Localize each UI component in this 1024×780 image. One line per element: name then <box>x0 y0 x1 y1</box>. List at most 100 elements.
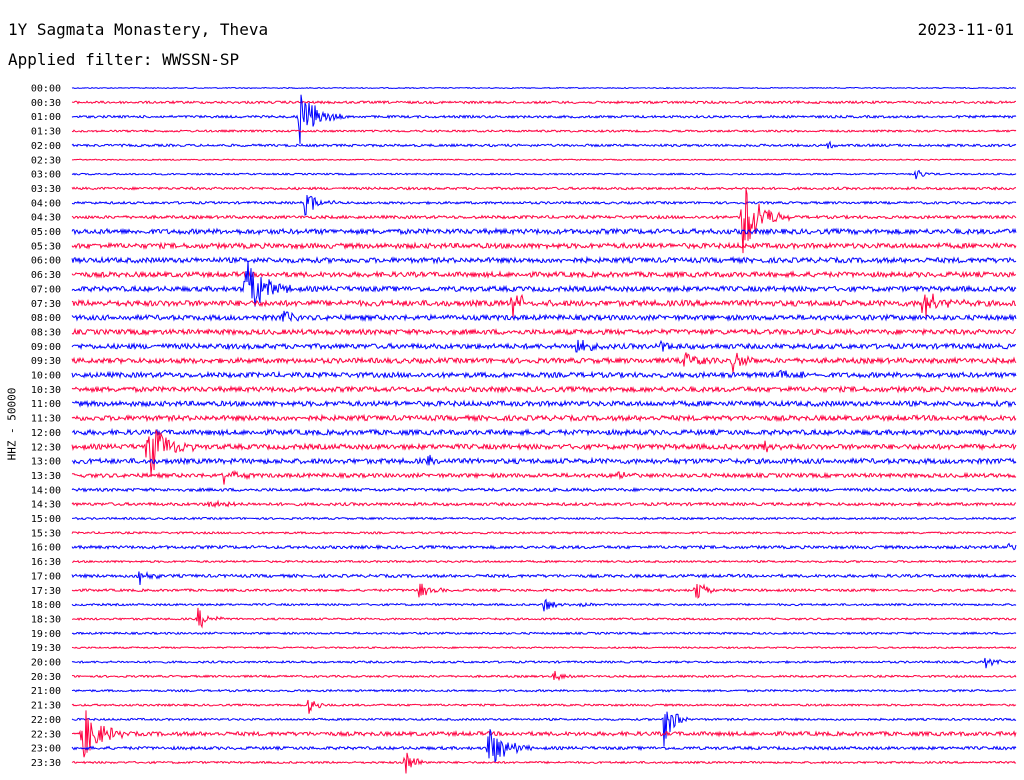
trace-0100 <box>71 94 1017 144</box>
trace-0730 <box>71 293 1017 318</box>
row-label-1800: 18:00 <box>31 600 61 611</box>
trace-1800 <box>71 598 1017 612</box>
row-label-0630: 06:30 <box>31 270 61 281</box>
row-label-1430: 14:30 <box>31 500 61 511</box>
row-label-0400: 04:00 <box>31 198 61 209</box>
filter-label: Applied filter: WWSSN-SP <box>8 50 240 69</box>
row-label-0300: 03:00 <box>31 170 61 181</box>
row-label-2130: 21:30 <box>31 701 61 712</box>
trace-0800 <box>71 310 1017 323</box>
row-label-1830: 18:30 <box>31 614 61 625</box>
trace-1530 <box>71 530 1016 535</box>
row-label-1400: 14:00 <box>31 485 61 496</box>
trace-1200 <box>71 427 1017 437</box>
row-label-0930: 09:30 <box>31 356 61 367</box>
trace-0900 <box>71 339 1017 353</box>
row-label-1200: 12:00 <box>31 428 61 439</box>
trace-0700 <box>71 260 1017 307</box>
trace-2000 <box>71 657 1017 669</box>
row-label-0100: 01:00 <box>31 112 61 123</box>
trace-1700 <box>71 571 1017 586</box>
row-label-0830: 08:30 <box>31 327 61 338</box>
row-label-0900: 09:00 <box>31 342 61 353</box>
row-label-0730: 07:30 <box>31 299 61 310</box>
trace-2330 <box>71 752 1017 774</box>
trace-0630 <box>71 270 1017 279</box>
trace-2100 <box>71 688 1017 693</box>
trace-0430 <box>71 188 1017 254</box>
row-label-1630: 16:30 <box>31 557 61 568</box>
trace-2200 <box>71 711 1017 747</box>
row-label-1330: 13:30 <box>31 471 61 482</box>
trace-1430 <box>71 499 1017 509</box>
trace-0600 <box>71 255 1017 265</box>
trace-1230 <box>71 429 1017 475</box>
trace-1600 <box>71 542 1017 551</box>
row-label-2330: 23:30 <box>31 758 61 769</box>
trace-1730 <box>71 583 1017 599</box>
row-label-1700: 17:00 <box>31 571 61 582</box>
trace-1300 <box>71 454 1017 466</box>
row-label-0700: 07:00 <box>31 284 61 295</box>
trace-1000 <box>71 369 1017 380</box>
row-label-0030: 00:30 <box>31 98 61 109</box>
trace-2030 <box>71 670 1017 682</box>
trace-1930 <box>71 645 1017 650</box>
row-label-2030: 20:30 <box>31 672 61 683</box>
row-label-0000: 00:00 <box>31 84 61 95</box>
trace-1030 <box>71 385 1017 394</box>
row-label-1530: 15:30 <box>31 528 61 539</box>
trace-1330 <box>71 469 1017 485</box>
row-label-0230: 02:30 <box>31 155 61 166</box>
trace-0030 <box>71 100 1016 105</box>
trace-0530 <box>71 241 1017 251</box>
trace-0400 <box>71 194 1017 216</box>
row-labels: 00:00 00:30 01:00 01:30 02:00 02:30 03:00 03:30… <box>31 84 61 769</box>
trace-0830 <box>71 327 1016 337</box>
trace-lines <box>71 86 1017 774</box>
trace-1130 <box>71 413 1017 423</box>
row-label-0500: 05:00 <box>31 227 61 238</box>
row-label-1230: 12:30 <box>31 442 61 453</box>
trace-0200 <box>71 140 1017 149</box>
row-label-1600: 16:00 <box>31 543 61 554</box>
row-label-1300: 13:00 <box>31 457 61 468</box>
chart-date: 2023-11-01 <box>917 20 1014 39</box>
trace-2300 <box>71 729 1017 763</box>
trace-0300 <box>71 169 1017 180</box>
trace-0000 <box>71 86 1016 90</box>
row-label-1000: 10:00 <box>31 371 61 382</box>
row-label-1500: 15:00 <box>31 514 61 525</box>
row-label-2300: 23:00 <box>31 744 61 755</box>
row-label-1900: 19:00 <box>31 629 61 640</box>
trace-0330 <box>71 186 1017 191</box>
trace-2130 <box>71 699 1017 714</box>
row-label-1730: 17:30 <box>31 586 61 597</box>
row-label-1030: 10:30 <box>31 385 61 396</box>
row-label-0600: 06:00 <box>31 256 61 267</box>
trace-1500 <box>72 516 1016 521</box>
trace-0930 <box>71 352 1017 374</box>
row-label-0430: 04:30 <box>31 213 61 224</box>
trace-0230 <box>71 158 1017 162</box>
row-label-2100: 21:00 <box>31 686 61 697</box>
chart-title: 1Y Sagmata Monastery, Theva <box>8 20 269 39</box>
row-label-2200: 22:00 <box>31 715 61 726</box>
row-label-2230: 22:30 <box>31 729 61 740</box>
trace-1830 <box>72 607 1017 629</box>
trace-0130 <box>71 129 1017 133</box>
row-label-1100: 11:00 <box>31 399 61 410</box>
trace-1630 <box>71 559 1017 564</box>
row-label-0130: 01:30 <box>31 127 61 138</box>
trace-1400 <box>71 486 1017 493</box>
row-label-0330: 03:30 <box>31 184 61 195</box>
row-label-2000: 20:00 <box>31 658 61 669</box>
trace-2230 <box>71 710 1017 758</box>
row-label-0200: 02:00 <box>31 141 61 152</box>
row-label-0800: 08:00 <box>31 313 61 324</box>
row-label-1130: 11:30 <box>31 414 61 425</box>
row-label-0530: 05:30 <box>31 241 61 252</box>
trace-1900 <box>71 631 1017 636</box>
row-label-1930: 19:30 <box>31 643 61 654</box>
